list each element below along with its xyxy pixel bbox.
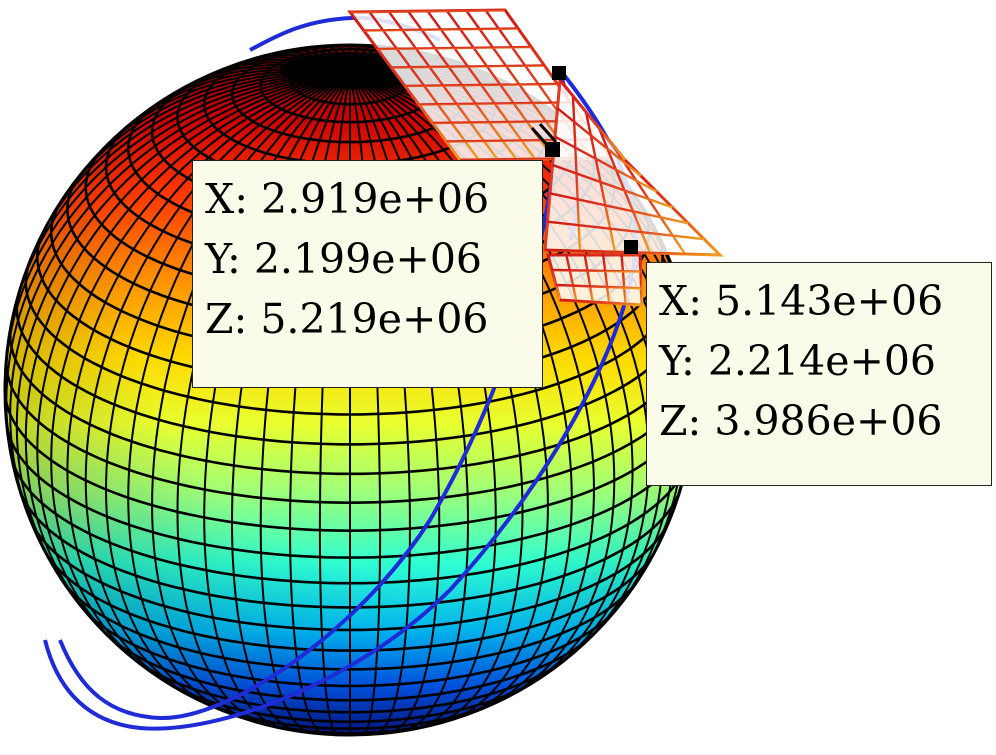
datatip-1[interactable]: X: 2.919e+06 Y: 2.199e+06 Z: 5.219e+06	[192, 160, 543, 388]
datatip-2-y: Y: 2.214e+06	[659, 337, 937, 385]
satellite-panel-bottom	[546, 253, 644, 307]
datatip-2-z: Z: 3.986e+06	[659, 397, 943, 445]
datatip-1-x: X: 2.919e+06	[205, 175, 490, 223]
satellite-panel-lower	[543, 76, 724, 257]
cursor-icon	[530, 123, 558, 147]
satellite-panels	[347, 8, 724, 307]
datatip-2-x: X: 5.143e+06	[659, 277, 944, 325]
datatip-1-y: Y: 2.199e+06	[205, 235, 483, 283]
datatip-marker-icon[interactable]	[552, 66, 566, 80]
datatip-marker-icon[interactable]	[545, 142, 560, 157]
satellite-panel-upper	[347, 8, 613, 162]
datatip-2[interactable]: X: 5.143e+06 Y: 2.214e+06 Z: 3.986e+06	[646, 262, 992, 486]
datatip-1-z: Z: 5.219e+06	[205, 295, 489, 343]
datatip-marker-icon[interactable]	[624, 240, 638, 254]
datatip-markers	[530, 66, 638, 254]
orbit-segment	[249, 16, 353, 52]
